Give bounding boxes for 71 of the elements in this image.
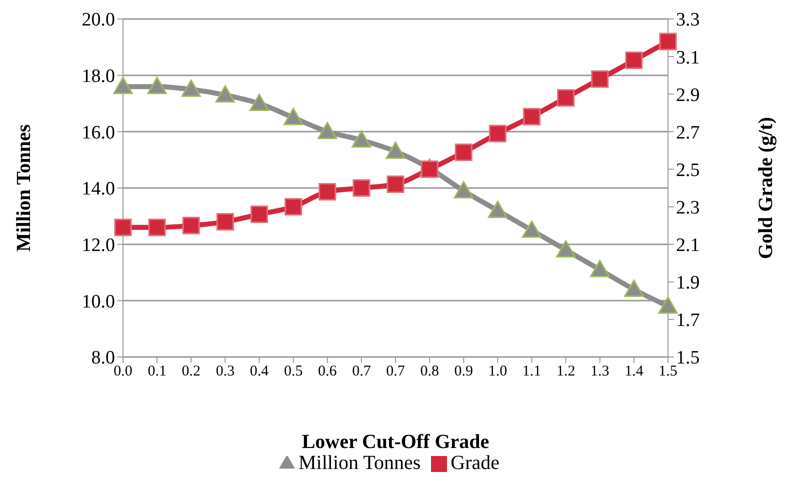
point: [386, 142, 406, 159]
point: [659, 32, 677, 50]
legend-label: Grade: [450, 452, 500, 474]
point: [454, 144, 472, 162]
point: [182, 216, 200, 234]
point: [658, 296, 678, 314]
point: [352, 130, 372, 148]
point: [114, 218, 132, 236]
point: [625, 52, 643, 70]
point: [522, 220, 542, 238]
point: [352, 179, 370, 197]
point: [216, 213, 234, 231]
y2-tick-label: 1.7: [676, 310, 700, 332]
y2-tick-label: 2.7: [676, 122, 700, 144]
y2-tick-label: 3.3: [676, 10, 700, 31]
point: [591, 70, 609, 88]
x-tick-label: 1.2: [556, 364, 576, 380]
point: [250, 94, 269, 111]
y2-tick-label: 2.1: [676, 235, 700, 256]
point: [181, 80, 201, 97]
y-axis-title: Million Tonnes: [13, 124, 36, 252]
point: [386, 175, 404, 193]
y-tick-label: 12.0: [82, 235, 115, 256]
y-tick-label: 16.0: [82, 122, 115, 144]
x-tick-label: 0.5: [284, 364, 303, 380]
x-tick-label: 0.9: [454, 364, 473, 380]
x-tick-label: 0.3: [216, 364, 235, 380]
point: [557, 89, 575, 107]
x-tick-label: 0.7: [352, 364, 372, 380]
x-tick-label: 0.7: [386, 364, 406, 380]
y2-tick-label: 2.3: [676, 198, 700, 219]
x-tick-label: 0.0: [114, 364, 132, 380]
point: [556, 240, 576, 258]
x-tick-label: 1.3: [590, 364, 610, 380]
y2-tick-label: 1.9: [676, 272, 700, 294]
y2-tick-label: 2.9: [676, 84, 700, 106]
x-tick-label: 0.4: [250, 364, 270, 380]
x-tick-label: 1.4: [624, 364, 644, 380]
x-axis-title: Lower Cut-Off Grade: [302, 431, 490, 453]
point: [284, 198, 302, 216]
point: [624, 280, 644, 297]
x-tick-label: 0.1: [148, 364, 166, 380]
point: [454, 181, 474, 198]
point: [113, 76, 133, 94]
y2-axis-title: Gold Grade (g/t): [755, 116, 778, 260]
x-tick-label: 0.6: [318, 364, 338, 380]
x-tick-label: 1.1: [522, 364, 542, 380]
x-tick-label: 1.0: [488, 364, 508, 380]
point: [147, 76, 167, 94]
point: [488, 200, 508, 218]
x-tick-label: 1.5: [658, 364, 678, 380]
point: [215, 85, 235, 103]
point: [318, 122, 338, 140]
point: [590, 260, 610, 278]
point: [523, 108, 540, 126]
point: [284, 108, 304, 126]
y-tick-label: 10.0: [82, 291, 115, 312]
point: [488, 124, 506, 142]
y-tick-label: 18.0: [82, 66, 115, 88]
x-tick-label: 0.8: [420, 364, 439, 380]
point: [148, 218, 166, 236]
point: [420, 160, 438, 178]
legend-label: Million Tonnes: [298, 452, 421, 474]
y-tick-label: 20.0: [82, 10, 115, 31]
point: [318, 183, 336, 201]
y-tick-label: 8.0: [91, 348, 115, 369]
point: [250, 206, 268, 224]
y2-tick-label: 2.5: [676, 160, 700, 181]
x-tick-label: 0.2: [182, 364, 200, 380]
y-tick-label: 14.0: [82, 178, 115, 200]
y2-tick-label: 3.1: [676, 47, 700, 68]
